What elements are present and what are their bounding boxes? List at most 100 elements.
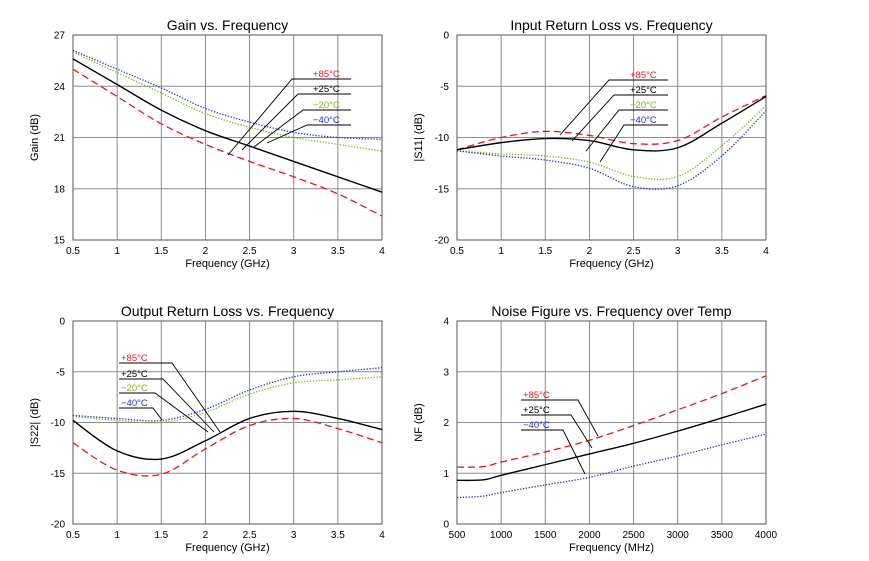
y-tick-label: 27 bbox=[54, 31, 66, 42]
legend-leader-line bbox=[585, 109, 668, 152]
x-tick-label: 2.5 bbox=[627, 246, 641, 257]
legend-leader-line bbox=[521, 399, 599, 437]
legend-leader-line bbox=[119, 392, 209, 433]
legend-label: −20°C bbox=[121, 383, 148, 394]
x-tick-label: 1.5 bbox=[538, 246, 552, 257]
y-axis-label: Gain (dB) bbox=[29, 114, 41, 161]
legend-leader-line bbox=[253, 109, 351, 148]
legend-label: −20°C bbox=[630, 100, 657, 111]
y-axis-label: NF (dB) bbox=[413, 403, 425, 442]
x-tick-label: 3.5 bbox=[331, 530, 345, 541]
series-line-s22-40C bbox=[72, 367, 383, 422]
legend-leader-line bbox=[521, 429, 586, 475]
legend-label: −40°C bbox=[121, 398, 148, 409]
series-line-s11-20C bbox=[456, 105, 767, 180]
x-axis-label: Frequency (GHz) bbox=[185, 258, 269, 270]
y-tick-label: -5 bbox=[440, 82, 449, 93]
x-tick-label: 4 bbox=[379, 246, 385, 257]
legend-leader-line bbox=[599, 124, 668, 163]
chart-nf: 500 1000 1500 2000 2500 3000 3500 4000 0 1 2 3 4 Nois… bbox=[413, 303, 778, 554]
x-tick-label: 1 bbox=[114, 530, 120, 541]
series-line-s11-85C bbox=[456, 94, 767, 151]
x-tick-label: 2000 bbox=[578, 530, 601, 541]
x-axis-label: Frequency (GHz) bbox=[185, 542, 269, 554]
series-line-s11-40C bbox=[456, 110, 767, 190]
legend-leader-line bbox=[559, 79, 668, 136]
legend-leader-line bbox=[119, 362, 221, 433]
y-tick-label: 15 bbox=[54, 236, 66, 247]
y-tick-label: -5 bbox=[56, 367, 65, 378]
y-tick-label: 24 bbox=[54, 82, 66, 93]
series-line-s22-20C bbox=[72, 376, 383, 424]
x-tick-label: 3 bbox=[291, 530, 297, 541]
y-tick-label: 4 bbox=[443, 317, 449, 328]
legend-label: +85°C bbox=[523, 390, 550, 401]
x-tick-label: 3.5 bbox=[331, 246, 345, 257]
series-line-nf-85C bbox=[456, 375, 767, 468]
x-tick-label: 2500 bbox=[622, 530, 645, 541]
chart-title: Gain vs. Frequency bbox=[167, 17, 288, 33]
y-axis-label: |S22| (dB) bbox=[29, 398, 41, 447]
x-axis-label: Frequency (GHz) bbox=[569, 258, 653, 270]
series-line-s22-85C bbox=[72, 417, 383, 477]
y-tick-label: 0 bbox=[443, 520, 449, 531]
legend-label: +25°C bbox=[121, 369, 148, 380]
x-tick-label: 1000 bbox=[490, 530, 513, 541]
series-line-gain-20C bbox=[72, 51, 383, 152]
legend-label: +85°C bbox=[121, 353, 148, 364]
plot-frame bbox=[72, 320, 383, 525]
plot-frame bbox=[72, 34, 383, 241]
legend-leader-line bbox=[227, 78, 351, 156]
x-tick-label: 3000 bbox=[667, 530, 690, 541]
x-tick-label: 2 bbox=[203, 246, 209, 257]
y-tick-label: 0 bbox=[443, 31, 449, 42]
x-tick-label: 2.5 bbox=[243, 530, 257, 541]
chart-title: Noise Figure vs. Frequency over Temp bbox=[491, 303, 731, 319]
chart-title: Output Return Loss vs. Frequency bbox=[121, 303, 334, 319]
x-tick-label: 0.5 bbox=[66, 246, 80, 257]
x-tick-label: 500 bbox=[449, 530, 466, 541]
y-tick-label: 0 bbox=[59, 317, 65, 328]
x-tick-label: 3.5 bbox=[715, 246, 729, 257]
legend-label: −40°C bbox=[523, 420, 550, 431]
x-tick-label: 1 bbox=[114, 246, 120, 257]
legend-leader-line bbox=[241, 93, 351, 151]
plot-frame bbox=[456, 320, 767, 525]
x-tick-label: 1.5 bbox=[154, 530, 168, 541]
x-tick-label: 2 bbox=[587, 246, 593, 257]
legend-label: +85°C bbox=[630, 70, 657, 81]
y-tick-label: 1 bbox=[443, 469, 449, 480]
x-tick-label: 1500 bbox=[534, 530, 557, 541]
x-tick-label: 0.5 bbox=[66, 530, 80, 541]
legend-label: +25°C bbox=[313, 84, 340, 95]
series-line-gain-85C bbox=[72, 68, 383, 217]
y-tick-label: 3 bbox=[443, 367, 449, 378]
legend-leader-line bbox=[571, 94, 668, 142]
series-line-nf-40C bbox=[456, 433, 767, 499]
chart-title: Input Return Loss vs. Frequency bbox=[510, 17, 712, 33]
x-tick-label: 2.5 bbox=[243, 246, 257, 257]
series-line-s11-25C bbox=[456, 95, 767, 152]
series-line-gain-25C bbox=[72, 58, 383, 193]
x-tick-label: 4 bbox=[763, 246, 769, 257]
legend-label: +85°C bbox=[313, 69, 340, 80]
x-tick-label: 4 bbox=[379, 530, 385, 541]
y-tick-label: -20 bbox=[51, 520, 66, 531]
legend-label: +25°C bbox=[630, 85, 657, 96]
plot-frame bbox=[456, 34, 767, 241]
x-tick-label: 3 bbox=[291, 246, 297, 257]
y-tick-label: -10 bbox=[51, 418, 66, 429]
x-tick-label: 1 bbox=[498, 246, 504, 257]
chart-gain: 0.5 1 1.5 2 2.5 3 3.5 4 15 18 21 24 27 Gain vs. Frequ… bbox=[29, 17, 385, 270]
legend-leader-line bbox=[521, 414, 593, 449]
legend-label: −40°C bbox=[313, 115, 340, 126]
series-line-s22-25C bbox=[72, 410, 383, 461]
legend-label: −40°C bbox=[630, 115, 657, 126]
x-tick-label: 1.5 bbox=[154, 246, 168, 257]
legend-leader-line bbox=[266, 124, 351, 144]
y-tick-label: -15 bbox=[51, 469, 66, 480]
x-tick-label: 2 bbox=[203, 530, 209, 541]
x-tick-label: 0.5 bbox=[450, 246, 464, 257]
series-line-nf-25C bbox=[456, 403, 767, 482]
